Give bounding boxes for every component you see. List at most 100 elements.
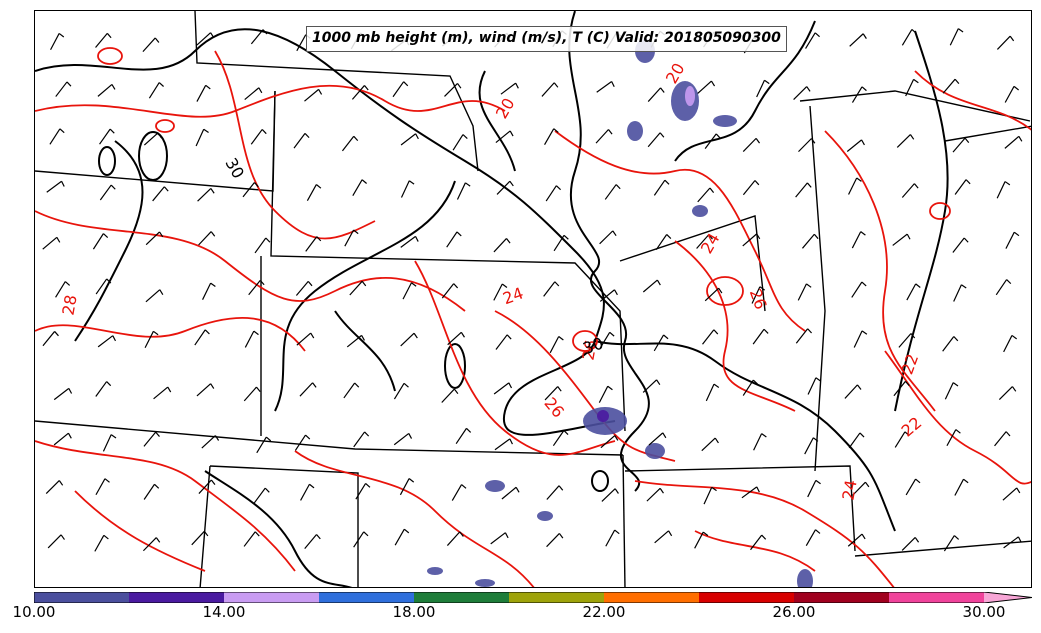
wind-barb-icon xyxy=(1003,536,1022,549)
shaded-regions xyxy=(427,39,813,587)
wind-barb-icon xyxy=(304,88,323,102)
wind-barb-icon xyxy=(552,430,569,447)
wind-barb-icon xyxy=(99,128,115,145)
wind-barb-icon xyxy=(750,534,767,551)
wind-barb-icon xyxy=(905,478,921,496)
wind-barb-icon xyxy=(49,128,65,145)
wind-barb-icon xyxy=(848,432,865,449)
wind-barb-icon xyxy=(647,87,665,102)
wind-barb-icon xyxy=(1005,231,1020,249)
wind-barb-icon xyxy=(546,533,564,548)
wind-barb-icon xyxy=(244,330,259,348)
wind-barb-icon xyxy=(253,487,270,504)
wind-barb-icon xyxy=(697,80,716,94)
wind-barb-icon xyxy=(455,427,472,445)
wind-barb-icon xyxy=(305,236,322,252)
wind-barb-icon xyxy=(851,231,866,249)
wind-barb-icon xyxy=(346,334,365,348)
wind-barb-icon xyxy=(53,387,73,401)
wind-barb-icon xyxy=(1004,85,1020,103)
wind-barb-icon xyxy=(847,533,866,547)
wind-barb-icon xyxy=(46,180,65,193)
wind-barb-icon xyxy=(191,530,209,546)
wind-barb-icon xyxy=(901,29,917,46)
wind-barb-icon xyxy=(653,179,670,196)
wind-barb-icon xyxy=(807,377,822,395)
wind-barb-icon xyxy=(142,537,161,552)
wind-barb-icon xyxy=(244,87,263,101)
wind-barb-icon xyxy=(349,280,367,296)
colorbar-segment xyxy=(319,592,414,603)
wind-barb-icon xyxy=(795,328,813,344)
colorbar-tick-label: 18.00 xyxy=(392,603,436,621)
wind-barb-icon xyxy=(299,382,317,397)
shaded-blob xyxy=(797,569,813,587)
colorbar-segment xyxy=(414,592,509,603)
wind-barb-icon xyxy=(494,438,513,451)
wind-barb-icon xyxy=(545,185,562,202)
wind-barb-icon xyxy=(294,434,311,451)
wind-barb-icon xyxy=(756,79,770,98)
wind-barb-icon xyxy=(304,534,321,550)
wind-barb-icon xyxy=(256,436,272,454)
wind-barb-icon xyxy=(97,335,117,348)
wind-barb-icon xyxy=(705,383,720,402)
wind-barb-icon xyxy=(446,231,462,248)
wind-barb-icon xyxy=(844,384,862,399)
wind-barb-icon xyxy=(55,281,71,298)
wind-barb-icon xyxy=(393,382,409,400)
wind-barb-icon xyxy=(254,237,271,254)
shaded-blob xyxy=(427,567,443,575)
wind-barb-icon xyxy=(47,534,65,549)
wind-barb-icon xyxy=(944,382,959,400)
temperature-contour-label: 24 xyxy=(500,283,526,308)
wind-barb-icon xyxy=(998,386,1017,400)
wind-barb-icon xyxy=(646,487,664,502)
temperature-contour-label: 24 xyxy=(838,478,860,501)
wind-barb-icon xyxy=(543,281,560,297)
wind-barb-icon xyxy=(753,433,767,451)
wind-barb-icon xyxy=(196,383,215,397)
wind-barb-icon xyxy=(496,180,514,195)
wind-barb-icon xyxy=(605,529,620,547)
wind-barb-icon xyxy=(742,180,760,196)
wind-barb-icon xyxy=(599,230,617,245)
wind-barb-icon xyxy=(642,379,661,393)
wind-barb-icon xyxy=(300,483,315,501)
wind-barb-icon xyxy=(306,184,322,201)
wind-barb-icon xyxy=(852,481,870,496)
wind-barb-icon xyxy=(500,82,519,95)
wind-barb-icon xyxy=(804,437,819,455)
wind-barb-icon xyxy=(807,479,821,498)
wind-barb-icon xyxy=(495,334,512,350)
wind-barb-icon xyxy=(894,431,910,448)
wind-barb-icon xyxy=(798,138,816,153)
shaded-blob xyxy=(692,205,708,217)
colorbar-extend-arrow xyxy=(984,592,1032,603)
wind-barb-icon xyxy=(849,33,867,47)
wind-barb-icon xyxy=(42,236,61,250)
colorbar-segment xyxy=(604,592,699,603)
shaded-blob xyxy=(485,480,505,492)
wind-barb-icon xyxy=(600,435,619,449)
wind-barb-icon xyxy=(995,279,1012,296)
wind-barb-icon xyxy=(541,82,559,97)
wind-barb-icon xyxy=(696,234,713,249)
wind-barb-icon xyxy=(152,186,169,202)
temperature-contour-label: 26 xyxy=(540,394,568,422)
wind-barb-icon xyxy=(202,282,216,300)
wind-barb-icon xyxy=(741,486,760,499)
wind-barb-icon xyxy=(99,184,116,201)
wind-barb-icon xyxy=(143,132,162,146)
wind-barb-icon xyxy=(353,431,370,448)
wind-barb-icon xyxy=(95,381,112,397)
wind-barb-icon xyxy=(490,532,509,545)
colorbar-tick-label: 30.00 xyxy=(962,603,1006,621)
wind-barb-icon xyxy=(341,135,359,152)
wind-barb-icon xyxy=(95,478,110,496)
wind-barb-icon xyxy=(45,480,64,494)
wind-barb-icon xyxy=(493,283,508,301)
wind-barb-icon xyxy=(599,331,615,349)
wind-barb-icon xyxy=(196,32,215,46)
wind-barb-icon xyxy=(95,278,112,295)
